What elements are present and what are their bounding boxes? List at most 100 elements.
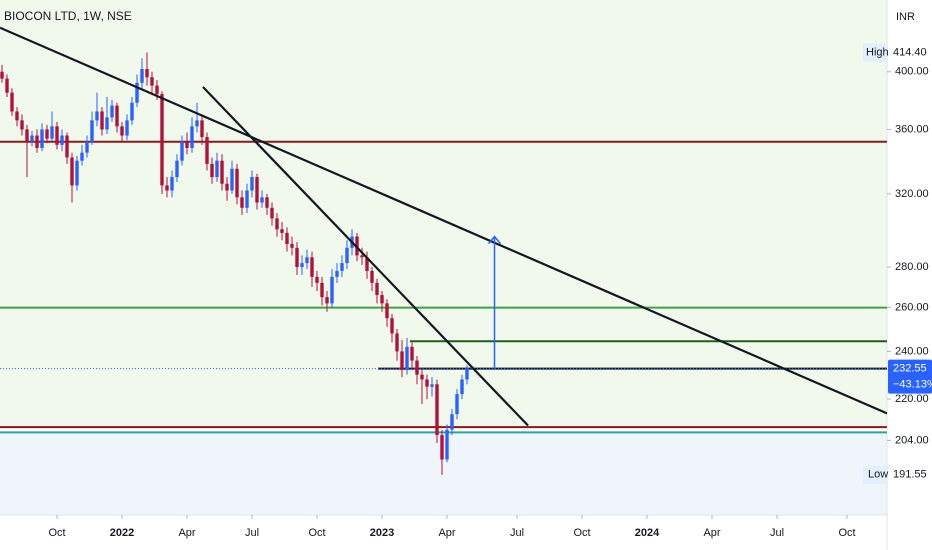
candle-body [330,276,334,304]
candle-body [215,160,219,178]
candle-body [225,183,229,191]
candle-body [160,94,164,186]
candle-body [255,177,259,203]
candle-body [190,126,194,148]
candle-body [130,102,134,121]
candle-body [140,69,144,83]
candle-body [235,168,239,198]
candle-body [150,77,154,86]
candle-body [430,384,434,387]
x-tick-label: Oct [573,527,590,539]
candle-body [195,120,199,127]
candle-body [270,207,274,219]
x-tick-label: 2023 [370,527,394,539]
candle-body [250,177,254,191]
candle-body [100,111,104,130]
candle-body [460,379,464,395]
last-price-badge [888,359,932,394]
candle-body [455,394,459,415]
candle-body [450,414,454,430]
y-tick-label: 360.00 [895,123,929,135]
arrow-head [487,235,502,245]
candle-body [145,69,149,78]
high-value: 414.40 [893,46,927,58]
candle-body [125,120,129,136]
candle-body [275,218,279,230]
candle-body [440,435,444,460]
candle-body [170,177,174,191]
y-tick-label: 280.00 [895,261,929,273]
candle-body [10,92,14,112]
x-tick-label: Oct [48,527,65,539]
candle-body [420,374,424,380]
candle-body [15,111,19,121]
candle-body [175,160,179,178]
candle-body [295,247,299,267]
candle-body [155,85,159,95]
candle-body [385,303,389,319]
candle-body [200,120,204,138]
candle-body [60,135,64,145]
y-tick-label: 400.00 [895,66,929,78]
trend-line [0,26,888,415]
candle-body [370,270,374,283]
candle-body [95,111,99,121]
plot [0,26,888,475]
candle-body [245,190,249,208]
candle-body [205,137,209,164]
candle-body [415,360,419,375]
high-text: High [866,46,889,58]
candle-body [105,117,109,130]
candle-body [285,232,289,245]
low-value: 191.55 [893,469,927,481]
candle-body [90,120,94,142]
candle-body [180,141,184,161]
low-badge [863,465,888,484]
y-tick-label: 220.00 [895,393,929,405]
candle-body [375,282,379,296]
candle-body [230,168,234,191]
candle-body [80,152,84,161]
x-tick-label: Oct [838,527,855,539]
upper-zone [0,0,887,428]
x-tick-label: Jul [510,527,524,539]
candle-body [25,129,29,142]
candle-body [315,276,319,283]
candle-body [185,141,189,148]
candle-body [20,120,24,130]
candle-body [120,126,124,136]
candle-body [280,229,284,233]
high-badge [863,43,888,62]
candle-body [45,129,49,139]
candle-body [360,255,364,258]
trend-line [202,86,529,427]
candle-body [265,197,269,208]
candle-body [70,157,74,186]
candle-body [465,368,469,380]
x-tick-label: Apr [438,527,455,539]
x-tick-label: 2022 [110,527,134,539]
candle-body [380,295,384,304]
candle-body [445,429,449,460]
last-change: −43.13% [893,379,932,391]
y-tick-label: 240.00 [895,345,929,357]
candle-body [5,78,9,93]
candle-body [395,333,399,352]
candle-body [290,244,294,248]
candle-body [300,263,304,267]
candle-body [220,160,224,184]
candle-body [340,263,344,271]
candle-body [210,163,214,178]
candle-body [65,135,69,158]
candle-body [110,105,114,118]
candle-body [365,257,369,271]
x-tick-label: Oct [308,527,325,539]
candle-body [85,141,89,153]
candle-body [40,129,44,148]
candle-body [425,379,429,387]
y-tick-label: 260.00 [895,301,929,313]
candle-body [305,257,309,264]
candle-body [345,247,349,264]
candle-body [165,185,169,191]
